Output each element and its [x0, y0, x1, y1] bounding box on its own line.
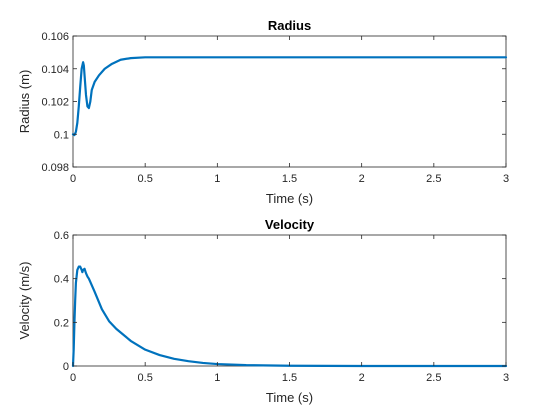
radius-plot: 0 0.5 1 1.5 2 2.5 3 0.098 0.1 0.102 0.104 0.106 Radi… [17, 18, 509, 206]
radius-x-tick-label: 1 [214, 173, 220, 185]
radius-x-tick-label: 3 [503, 173, 509, 185]
velocity-title: Velocity [265, 217, 315, 232]
velocity-x-tick-label: 1.5 [282, 372, 297, 384]
velocity-y-tick-label: 0.2 [54, 317, 69, 329]
velocity-y-tick-label: 0 [63, 361, 69, 373]
velocity-x-tick-label: 2.5 [426, 372, 441, 384]
radius-title: Radius [268, 18, 311, 33]
radius-x-axis-label: Time (s) [266, 191, 313, 206]
velocity-y-tick-label: 0.4 [54, 274, 69, 286]
radius-y-tick-label: 0.098 [41, 162, 69, 174]
radius-axes-box [72, 35, 507, 168]
velocity-x-tick-label: 0 [70, 372, 76, 384]
velocity-x-tick-label: 2 [359, 372, 365, 384]
velocity-x-tick-label: 3 [503, 372, 509, 384]
radius-y-tick-label: 0.102 [41, 97, 69, 109]
radius-y-axis-label: Radius (m) [17, 70, 32, 134]
velocity-x-tick-label: 1 [214, 372, 220, 384]
radius-y-tick-label: 0.104 [41, 64, 69, 76]
velocity-axes-box [72, 234, 507, 367]
radius-x-tick-label: 2.5 [426, 173, 441, 185]
radius-x-tick-label: 0 [70, 173, 76, 185]
radius-y-tick-label: 0.106 [41, 31, 69, 43]
velocity-y-tick-label: 0.6 [54, 230, 69, 242]
radius-series-line-0 [71, 56, 508, 137]
velocity-x-tick-label: 0.5 [138, 372, 153, 384]
velocity-x-axis-label: Time (s) [266, 390, 313, 405]
velocity-series-line-0 [71, 265, 508, 368]
velocity-y-axis-label: Velocity (m/s) [17, 261, 32, 339]
radius-x-tick-label: 0.5 [138, 173, 153, 185]
velocity-plot: 0 0.5 1 1.5 2 2.5 3 0 0.2 0.4 0.6 Velocity Time (s) V… [17, 217, 509, 405]
radius-x-tick-label: 1.5 [282, 173, 297, 185]
radius-x-tick-label: 2 [359, 173, 365, 185]
radius-y-tick-label: 0.1 [54, 129, 69, 141]
